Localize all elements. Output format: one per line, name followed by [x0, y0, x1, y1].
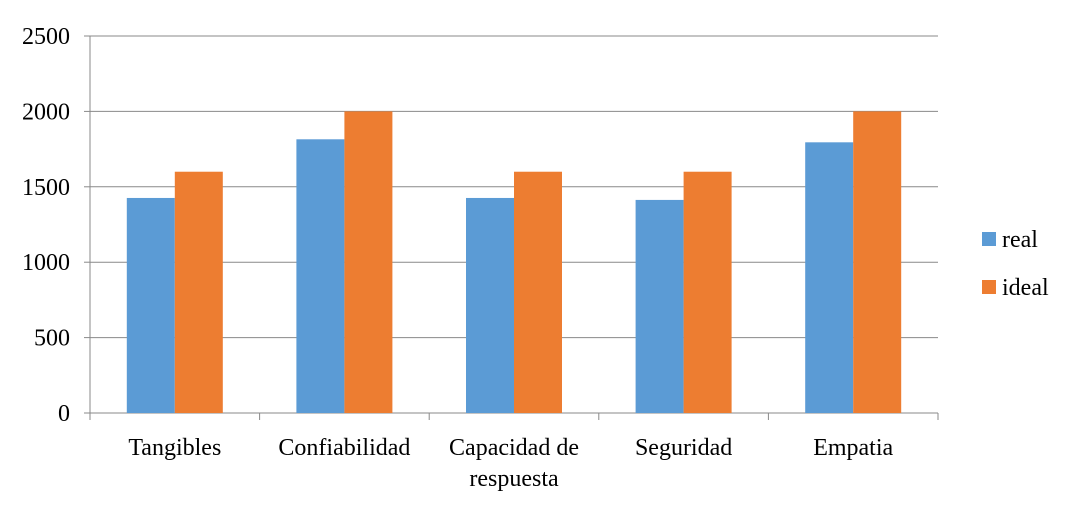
- y-tick-label: 1500: [22, 175, 70, 201]
- bar-real: [126, 197, 175, 413]
- legend-label-real: real: [1002, 227, 1038, 253]
- y-tick-label: 1000: [22, 250, 70, 276]
- bar-real: [466, 197, 514, 413]
- bar-ideal: [174, 171, 223, 413]
- legend-label-ideal: ideal: [1002, 275, 1049, 301]
- x-tick-label: Seguridad: [635, 435, 732, 461]
- x-tick-label: Capacidad de respuesta: [449, 435, 579, 492]
- legend-swatch-real: [982, 232, 996, 246]
- y-tick-label: 2000: [22, 99, 70, 125]
- x-tick-label: Empatia: [813, 435, 893, 461]
- bar-real: [296, 139, 345, 413]
- x-tick-label: Tangibles: [128, 435, 221, 461]
- x-tick-label: Confiabilidad: [278, 435, 410, 461]
- legend-swatch-ideal: [982, 280, 996, 294]
- bar-real: [805, 142, 854, 413]
- y-tick-label: 500: [34, 326, 70, 352]
- bar-ideal: [853, 111, 902, 414]
- bar-ideal: [344, 111, 393, 414]
- y-tick-label: 0: [58, 401, 70, 427]
- bar-ideal: [683, 171, 732, 413]
- y-tick-label: 2500: [22, 24, 70, 50]
- bar-real: [635, 199, 684, 413]
- bar-ideal: [514, 171, 562, 413]
